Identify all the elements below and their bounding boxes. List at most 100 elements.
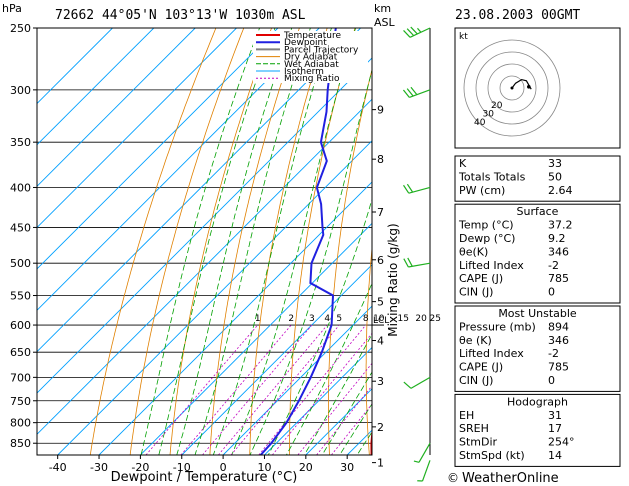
km-tick-label: 8 xyxy=(377,153,384,166)
x-tick-label: 10 xyxy=(257,461,271,474)
wind-barb xyxy=(417,460,431,482)
wet-adiabat-line xyxy=(158,28,276,455)
x-tick-label: 30 xyxy=(340,461,354,474)
hodo-table-row-value: 17 xyxy=(548,422,562,435)
legend-label: Parcel Trajectory xyxy=(284,45,359,55)
surface-row-value: 37.2 xyxy=(548,219,573,232)
pressure-tick-label: 650 xyxy=(10,346,31,359)
sounding-lines xyxy=(259,28,372,455)
wind-barb-half xyxy=(413,460,420,463)
hodo-table-row-label: SREH xyxy=(459,422,489,435)
isotherm-line xyxy=(37,98,372,435)
wind-barbs xyxy=(402,26,431,482)
x-tick-label: -40 xyxy=(49,461,67,474)
wind-barb-flag xyxy=(402,89,410,98)
wind-barb xyxy=(403,376,431,389)
dry-adiabat-line xyxy=(328,68,372,455)
wind-barb-flag xyxy=(406,183,414,193)
hodo-table-row-label: StmDir xyxy=(459,436,498,449)
wind-barb xyxy=(402,86,431,98)
mixing-ratio-value: 10 xyxy=(373,314,385,324)
pressure-tick-label: 250 xyxy=(10,22,31,35)
pressure-tick-label: 300 xyxy=(10,84,31,97)
most-unstable-title: Most Unstable xyxy=(498,307,577,320)
indices-row-value: 2.64 xyxy=(548,184,573,197)
wet-adiabat-line xyxy=(176,28,293,455)
wind-barb-staff xyxy=(421,460,431,482)
km-tick-label: 1 xyxy=(377,457,384,470)
hodo-table-row-label: EH xyxy=(459,409,474,422)
hodo-table-row-value: 14 xyxy=(548,449,562,462)
isotherm-line xyxy=(37,28,320,311)
isotherm-line xyxy=(222,305,372,455)
series-dewpoint xyxy=(259,28,337,455)
wind-barb xyxy=(403,257,431,268)
lcl-label: LCL xyxy=(373,316,389,326)
km-unit-label: km xyxy=(374,2,391,15)
hodo-table-title: Hodograph xyxy=(507,395,568,408)
mixing-ratio-line xyxy=(218,324,328,455)
mixing-ratio-line xyxy=(145,324,259,455)
isotherm-line xyxy=(37,28,113,105)
km-tick-label: 4 xyxy=(377,335,384,348)
pressure-tick-label: 550 xyxy=(10,290,31,303)
most-unstable-row-value: -2 xyxy=(548,347,559,360)
mixing-ratio-line xyxy=(316,385,372,455)
plot-frame xyxy=(36,27,373,456)
surface-row-value: -2 xyxy=(548,259,559,272)
surface-row-label: Dewp (°C) xyxy=(459,232,515,245)
surface-row-label: Lifted Index xyxy=(459,259,524,272)
mixing-ratio-line xyxy=(230,324,340,455)
wet-adiabat-line xyxy=(231,28,357,455)
legend-label: Isotherm xyxy=(284,67,324,77)
dry-adiabat-line xyxy=(289,28,356,455)
wet-adiabat-line xyxy=(140,28,261,455)
asl-unit-label: ASL xyxy=(374,16,396,29)
legend-label: Dewpoint xyxy=(284,38,327,48)
mixing-ratio-value: 8 xyxy=(363,314,369,324)
km-tick-label: 6 xyxy=(377,254,384,267)
surface-row-label: CAPE (J) xyxy=(459,272,503,285)
wind-barb xyxy=(403,183,431,194)
legend-label: Temperature xyxy=(283,31,341,41)
storm-motion-marker xyxy=(527,85,531,89)
wind-barb-flag xyxy=(407,257,413,267)
hodo-table-row-value: 254° xyxy=(548,436,575,449)
hodograph-ring xyxy=(475,51,549,125)
most-unstable-row-label: Pressure (mb) xyxy=(459,320,536,333)
wind-barb-flag xyxy=(410,86,418,96)
mixing-ratio-value: 3 xyxy=(309,314,315,324)
legend-label: Dry Adiabat xyxy=(284,53,338,63)
indices-row-value: 33 xyxy=(548,157,562,170)
station-label: 72662 44°05'N 103°13'W 1030m ASL xyxy=(55,8,306,23)
hodograph-frame xyxy=(454,27,621,149)
isotherm-line xyxy=(140,222,372,455)
mixing-ratio-labels: 1 2 3 4 5 8 10 15 20 25 xyxy=(255,314,441,324)
isotherm-line xyxy=(37,28,196,187)
hodo-table-row-label: StmSpd (kt) xyxy=(459,449,525,462)
wet-adiabat-line xyxy=(356,431,372,455)
most-unstable-box xyxy=(454,305,621,392)
mixing-ratio-line xyxy=(258,324,367,455)
pressure-tick-label: 850 xyxy=(10,437,31,450)
pressure-unit-label: hPa xyxy=(2,2,22,15)
wind-barb-staff xyxy=(418,442,431,463)
pressure-tick-label: 700 xyxy=(10,371,31,384)
wet-adiabat-line xyxy=(249,68,372,455)
pressure-tick-label: 350 xyxy=(10,136,31,149)
dry-adiabat-line xyxy=(89,28,217,455)
isotherm-line xyxy=(37,28,237,229)
indices-row-label: K xyxy=(459,157,467,170)
wind-barb-flag xyxy=(403,258,409,268)
wind-barb-flag xyxy=(406,28,415,37)
hodograph-trace xyxy=(511,78,532,90)
wind-barb xyxy=(413,442,431,463)
datetime-label: 23.08.2003 00GMT xyxy=(455,8,580,23)
wind-barb-flag xyxy=(410,26,418,35)
surface-box xyxy=(454,203,621,304)
wet-adiabat-line xyxy=(303,333,372,455)
isotherm-line xyxy=(57,140,372,455)
wind-barb xyxy=(403,26,431,38)
pressure-tick-label: 750 xyxy=(10,395,31,408)
